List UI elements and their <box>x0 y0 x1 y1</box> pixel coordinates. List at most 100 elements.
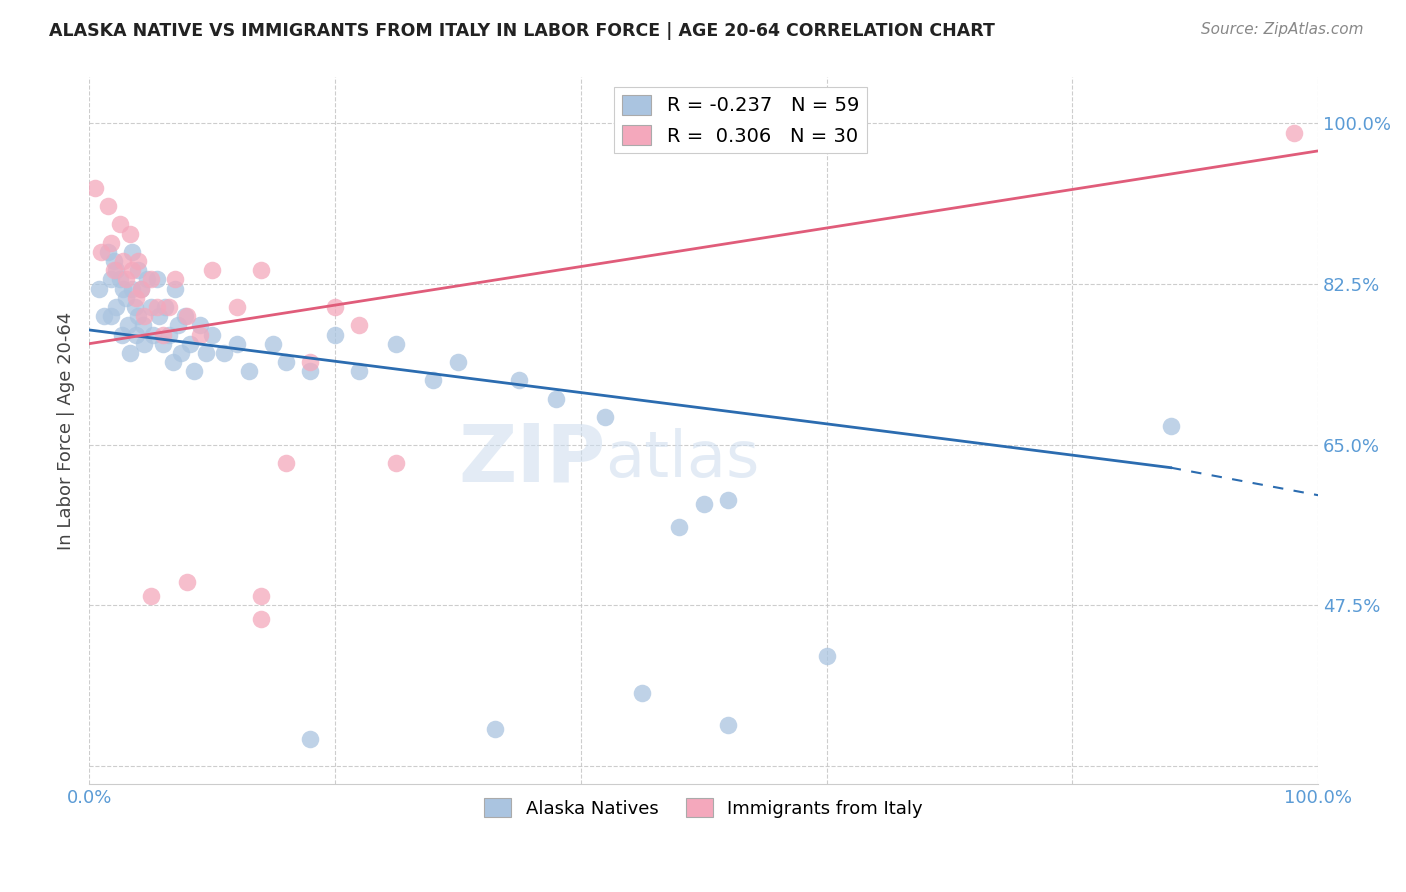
Point <box>1160 419 1182 434</box>
Point <box>139 589 162 603</box>
Point <box>129 282 152 296</box>
Point <box>815 648 838 663</box>
Point <box>115 291 138 305</box>
Point <box>134 309 156 323</box>
Point <box>108 218 131 232</box>
Legend: Alaska Natives, Immigrants from Italy: Alaska Natives, Immigrants from Italy <box>477 791 931 825</box>
Point <box>188 327 211 342</box>
Point <box>117 318 139 333</box>
Point <box>100 309 122 323</box>
Point <box>105 263 128 277</box>
Point <box>274 456 297 470</box>
Point <box>112 254 135 268</box>
Point <box>84 180 107 194</box>
Point <box>349 318 371 333</box>
Point <box>134 336 156 351</box>
Point <box>188 318 211 333</box>
Point <box>183 364 205 378</box>
Point <box>96 199 118 213</box>
Point <box>349 364 371 378</box>
Point <box>129 282 152 296</box>
Y-axis label: In Labor Force | Age 20-64: In Labor Force | Age 20-64 <box>58 312 75 550</box>
Point <box>127 263 149 277</box>
Point <box>127 309 149 323</box>
Point <box>90 244 112 259</box>
Point <box>170 346 193 360</box>
Point <box>238 364 260 378</box>
Point <box>447 355 470 369</box>
Point <box>274 355 297 369</box>
Point <box>108 272 131 286</box>
Point <box>148 309 170 323</box>
Point <box>87 282 110 296</box>
Point <box>155 300 177 314</box>
Point <box>145 272 167 286</box>
Point <box>100 235 122 250</box>
Point <box>262 336 284 351</box>
Point <box>214 346 236 360</box>
Point <box>385 336 408 351</box>
Point <box>157 300 180 314</box>
Point <box>250 589 273 603</box>
Point <box>201 263 224 277</box>
Point <box>201 327 224 342</box>
Point <box>121 263 143 277</box>
Text: Source: ZipAtlas.com: Source: ZipAtlas.com <box>1201 22 1364 37</box>
Point <box>125 291 148 305</box>
Point <box>299 355 322 369</box>
Point <box>121 244 143 259</box>
Point <box>124 300 146 314</box>
Point <box>176 575 198 590</box>
Point <box>139 300 162 314</box>
Point <box>96 244 118 259</box>
Point <box>93 309 115 323</box>
Point <box>194 346 217 360</box>
Point <box>103 254 125 268</box>
Point <box>484 723 506 737</box>
Point <box>250 263 273 277</box>
Point <box>225 300 247 314</box>
Point <box>127 254 149 268</box>
Point <box>422 373 444 387</box>
Point <box>323 300 346 314</box>
Point <box>717 492 740 507</box>
Point <box>121 282 143 296</box>
Point <box>668 520 690 534</box>
Point <box>165 272 187 286</box>
Point <box>111 327 134 342</box>
Point <box>103 263 125 277</box>
Point <box>299 731 322 746</box>
Point <box>118 227 141 241</box>
Point <box>100 272 122 286</box>
Point <box>112 282 135 296</box>
Point <box>165 282 187 296</box>
Point <box>145 300 167 314</box>
Point <box>717 717 740 731</box>
Point <box>135 272 157 286</box>
Point <box>157 327 180 342</box>
Point <box>142 327 165 342</box>
Point <box>508 373 530 387</box>
Text: ALASKA NATIVE VS IMMIGRANTS FROM ITALY IN LABOR FORCE | AGE 20-64 CORRELATION CH: ALASKA NATIVE VS IMMIGRANTS FROM ITALY I… <box>49 22 995 40</box>
Text: ZIP: ZIP <box>458 420 605 499</box>
Point <box>125 327 148 342</box>
Point <box>115 272 138 286</box>
Point <box>225 336 247 351</box>
Point <box>132 318 155 333</box>
Point <box>105 300 128 314</box>
Point <box>593 410 616 425</box>
Point <box>152 336 174 351</box>
Point <box>118 346 141 360</box>
Point <box>139 272 162 286</box>
Point <box>176 309 198 323</box>
Point <box>299 364 322 378</box>
Point <box>162 355 184 369</box>
Point <box>250 612 273 626</box>
Point <box>692 497 714 511</box>
Point <box>385 456 408 470</box>
Point <box>166 318 188 333</box>
Point <box>323 327 346 342</box>
Text: atlas: atlas <box>605 428 759 491</box>
Point <box>631 685 654 699</box>
Point <box>152 327 174 342</box>
